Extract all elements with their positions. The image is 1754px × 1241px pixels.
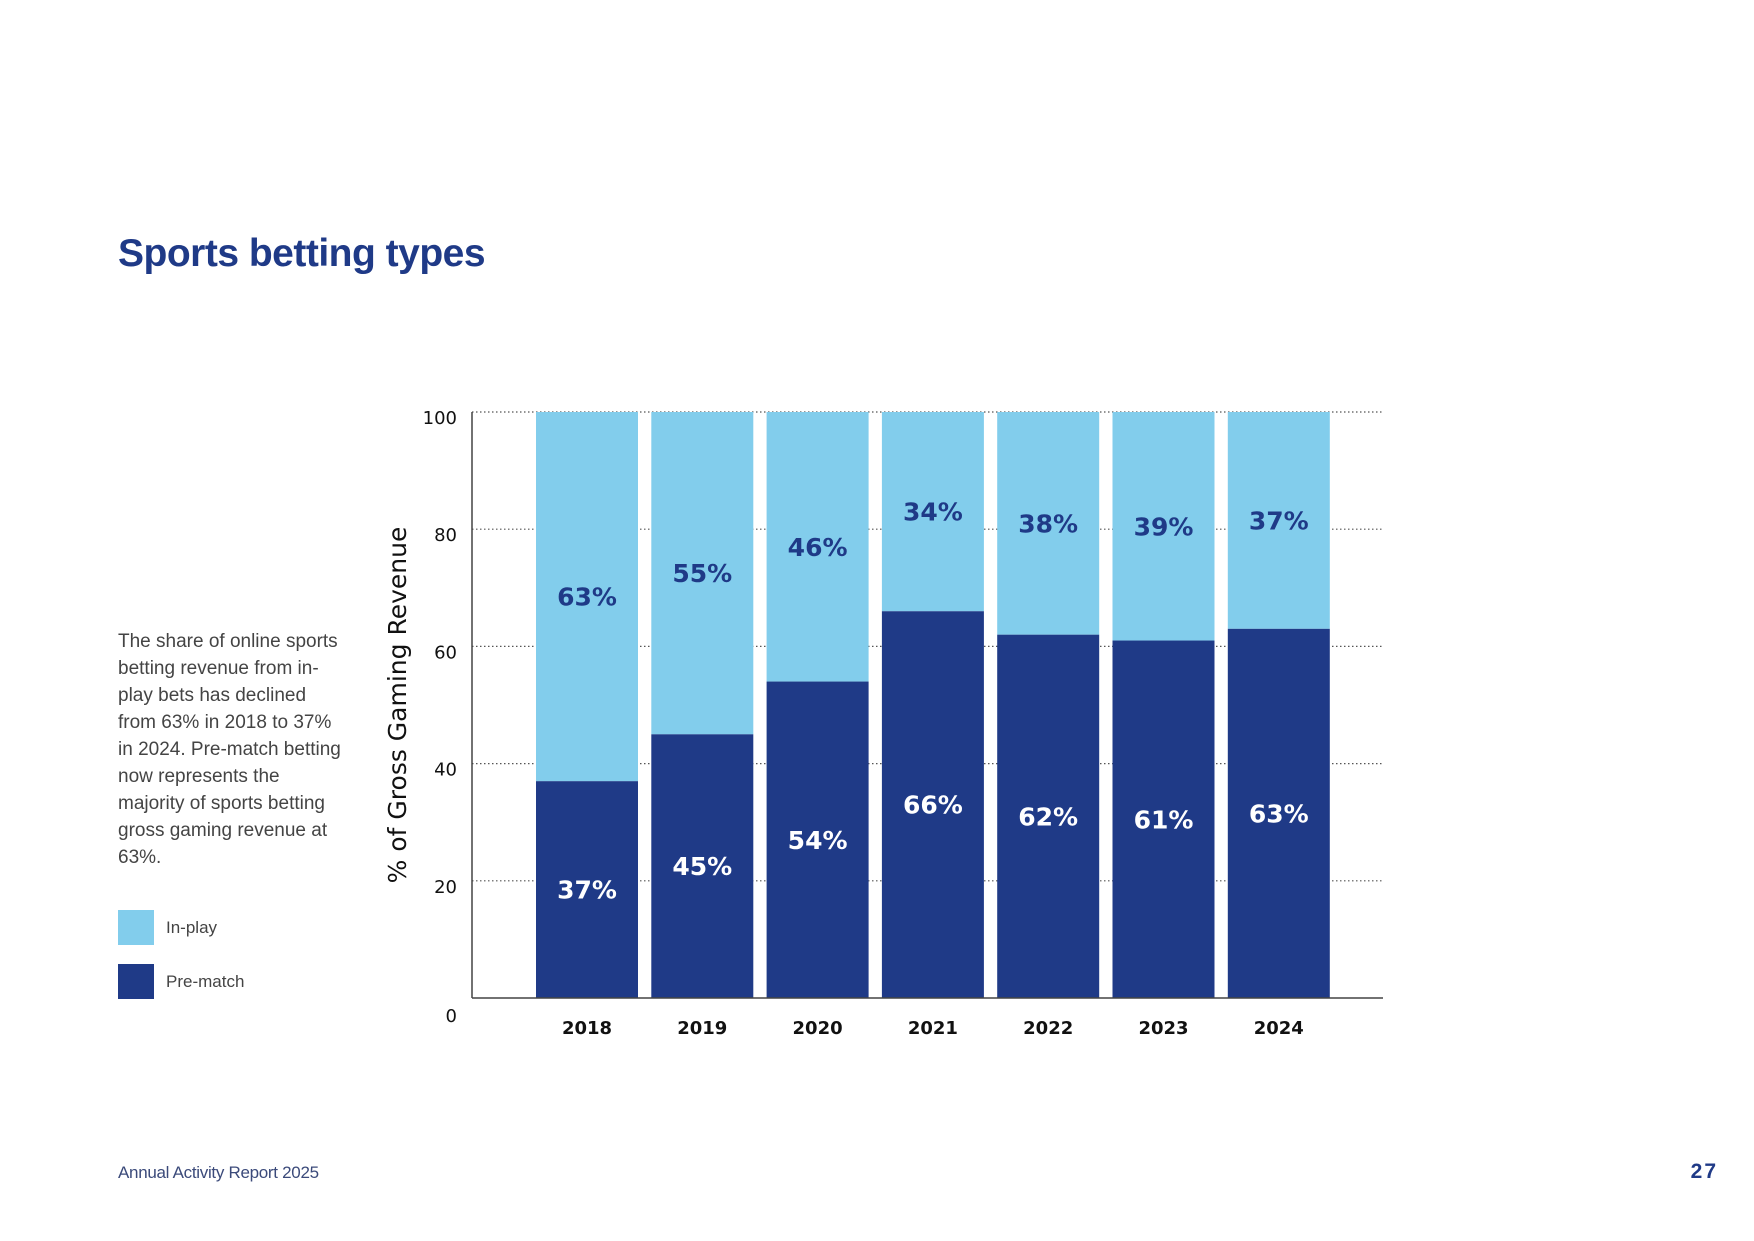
page-title: Sports betting types (118, 232, 486, 275)
bar-in-play (536, 412, 638, 782)
bar-pre-match (881, 611, 984, 998)
bar-in-play (997, 412, 1100, 635)
data-label-in-play: 39% (1134, 512, 1194, 541)
y-axis-label: % of Gross Gaming Revenue (383, 527, 412, 884)
bar-pre-match (536, 781, 638, 998)
x-tick-label: 2019 (677, 1018, 727, 1039)
data-label-pre-match: 63% (1249, 799, 1309, 828)
bar-pre-match (997, 634, 1100, 998)
x-tick-label: 2020 (793, 1018, 843, 1039)
page-number: 27 (1690, 1160, 1718, 1183)
y-tick-label: 0 (446, 1006, 457, 1027)
y-tick-label: 100 (423, 408, 457, 429)
x-tick-label: 2021 (908, 1018, 958, 1039)
bar-in-play (651, 412, 754, 735)
data-label-in-play: 38% (1018, 509, 1078, 538)
bar-in-play (1227, 412, 1330, 629)
y-tick-label: 80 (434, 525, 457, 546)
x-tick-label: 2018 (562, 1018, 612, 1039)
data-label-pre-match: 66% (903, 791, 963, 820)
data-label-pre-match: 54% (788, 826, 848, 855)
data-label-in-play: 55% (672, 559, 732, 588)
bar-pre-match (651, 734, 754, 998)
data-label-in-play: 63% (557, 583, 617, 612)
y-tick-label: 20 (434, 877, 457, 898)
bar-in-play (1112, 412, 1215, 641)
footer-report-title: Annual Activity Report 2025 (118, 1163, 319, 1182)
legend-swatch-pre-match (118, 964, 154, 999)
data-label-pre-match: 61% (1134, 805, 1194, 834)
chart-description: The share of online sports betting reven… (118, 631, 341, 868)
legend-item-in-play: In-play (118, 910, 217, 945)
y-tick-label: 60 (434, 642, 457, 663)
data-label-pre-match: 45% (672, 852, 732, 881)
bar-pre-match (766, 681, 869, 998)
x-tick-label: 2023 (1138, 1018, 1188, 1039)
data-label-pre-match: 37% (557, 876, 617, 905)
data-label-in-play: 37% (1249, 506, 1309, 535)
legend-label-pre-match: Pre-match (166, 971, 245, 991)
legend-swatch-in-play (118, 910, 154, 945)
bar-pre-match (1227, 628, 1330, 998)
legend-item-pre-match: Pre-match (118, 964, 244, 999)
data-label-in-play: 34% (903, 498, 963, 527)
legend-label-in-play: In-play (166, 917, 218, 937)
data-label-in-play: 46% (788, 533, 848, 562)
bar-pre-match (1112, 640, 1215, 998)
y-tick-label: 40 (434, 760, 457, 781)
bar-in-play (881, 412, 984, 612)
x-tick-label: 2024 (1254, 1018, 1304, 1039)
bar-in-play (766, 412, 869, 682)
data-label-pre-match: 62% (1018, 802, 1078, 831)
x-tick-label: 2022 (1023, 1018, 1073, 1039)
